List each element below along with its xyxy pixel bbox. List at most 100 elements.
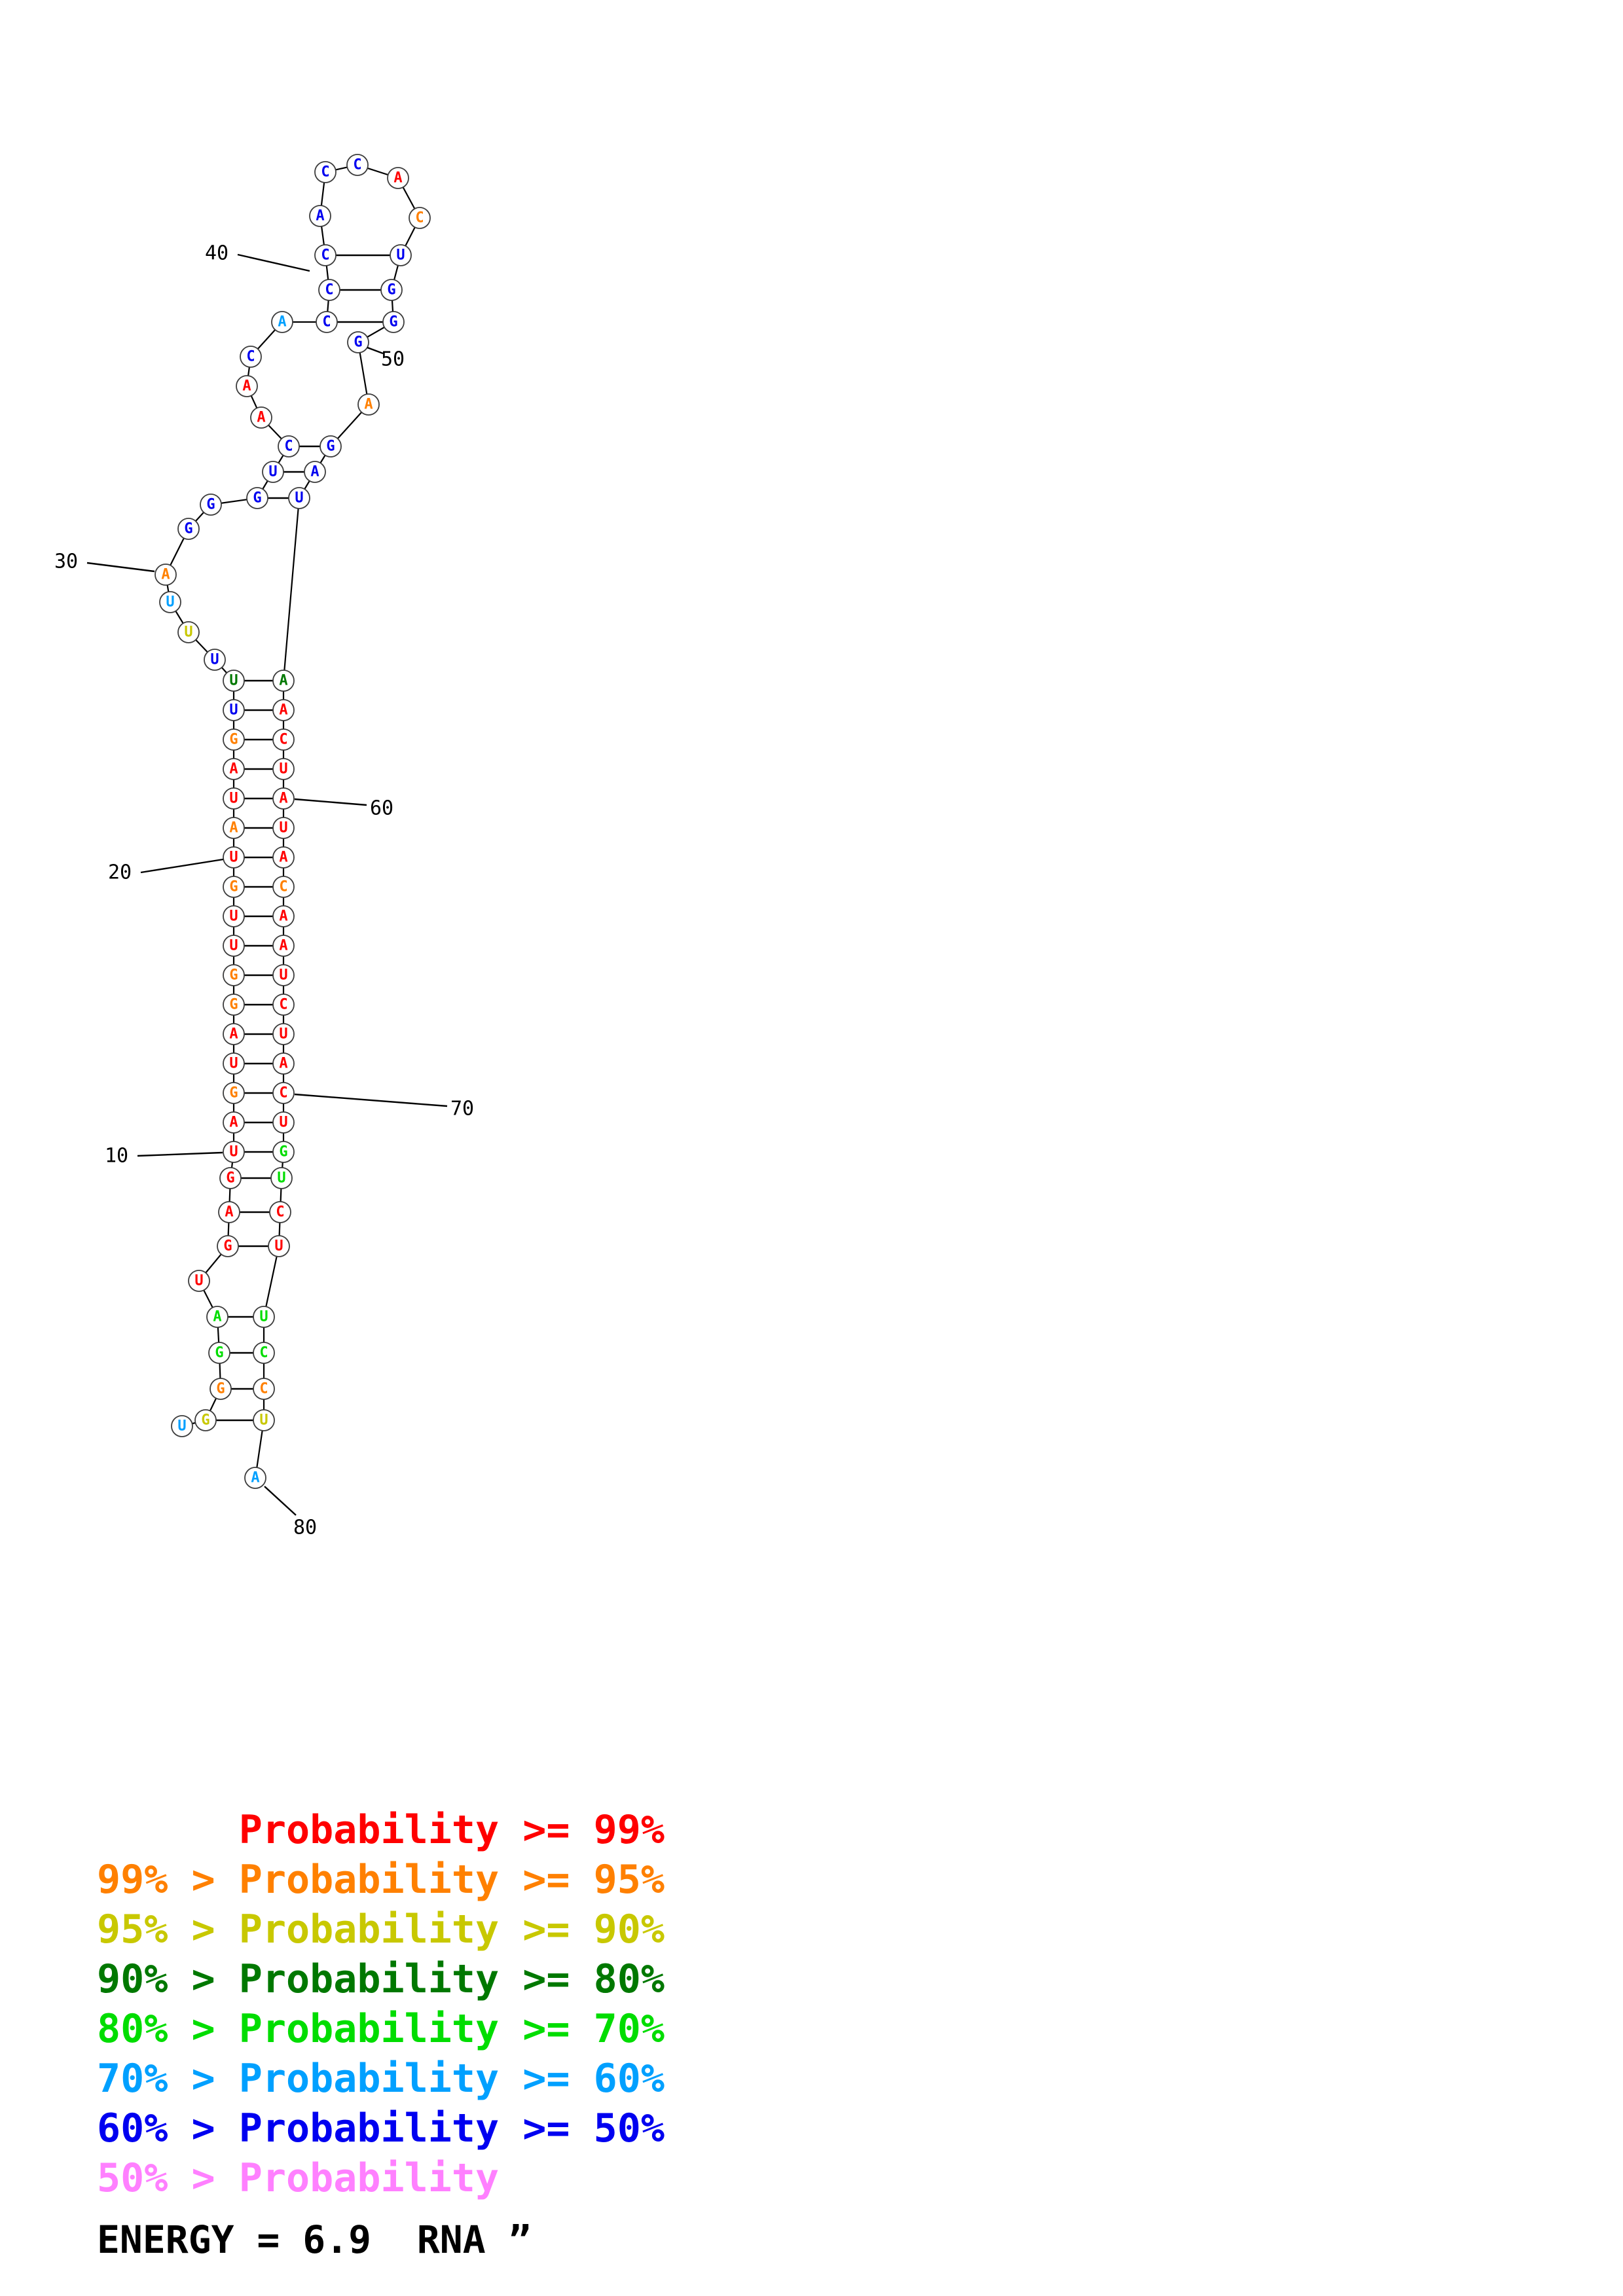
nucleotide-base: C — [279, 1085, 287, 1102]
nucleotide-base: A — [229, 820, 238, 836]
nucleotide-circle — [223, 699, 245, 721]
backbone-segment — [263, 1246, 280, 1318]
nucleotide-circle — [223, 846, 245, 869]
nucleotide-circle — [314, 161, 337, 183]
nucleotide-circle — [262, 461, 284, 483]
nucleotide-base: G — [387, 282, 395, 298]
position-label: 60 — [370, 797, 393, 820]
legend-item: 50% > Probability — [97, 2155, 500, 2201]
nucleotide-base: U — [229, 791, 238, 807]
nucleotide-base: A — [279, 702, 287, 719]
nucleotide-base: C — [322, 314, 331, 331]
nucleotide-circle — [223, 876, 245, 898]
nucleotide-circle — [272, 670, 295, 692]
nucleotide-circle — [268, 1235, 290, 1257]
nucleotide-circle — [159, 591, 181, 613]
nucleotide-base: U — [279, 967, 287, 984]
backbone-segment — [282, 497, 301, 681]
nucleotide-circle — [223, 1023, 245, 1045]
nucleotide-base: A — [242, 378, 251, 395]
nucleotide-circle — [188, 1270, 210, 1292]
nucleotide-base: A — [251, 1470, 259, 1486]
nucleotide-circle — [272, 1052, 295, 1075]
position-label-line — [294, 1093, 448, 1107]
nucleotide-base: G — [229, 1085, 238, 1102]
nucleotide-base: G — [389, 314, 397, 331]
nucleotide-circle — [272, 935, 295, 957]
legend-item: 60% > Probability >= 50% — [97, 2106, 665, 2151]
nucleotide-circle — [204, 649, 226, 671]
nucleotide-circle — [253, 1342, 275, 1364]
nucleotide-base: U — [229, 938, 238, 954]
legend-item: 70% > Probability >= 60% — [97, 2056, 665, 2102]
nucleotide-circle — [219, 1167, 242, 1189]
nucleotide-base: A — [257, 410, 265, 426]
nucleotide-circle — [409, 207, 431, 229]
nucleotide-circle — [194, 1409, 217, 1431]
nucleotide-base: U — [396, 247, 405, 264]
nucleotide-base: A — [225, 1204, 233, 1221]
position-label: 70 — [450, 1098, 474, 1121]
nucleotide-circle — [217, 1235, 239, 1257]
nucleotide-base: C — [279, 879, 287, 895]
nucleotide-circle — [223, 905, 245, 927]
energy-label: ENERGY = 6.9 RNA ” — [97, 2217, 532, 2262]
nucleotide-base: U — [295, 490, 303, 507]
nucleotide-base: A — [279, 1056, 287, 1072]
nucleotide-circle — [177, 518, 200, 540]
nucleotide-circle — [272, 728, 295, 751]
nucleotide-circle — [288, 487, 310, 509]
nucleotide-base: U — [210, 652, 219, 668]
nucleotide-circle — [314, 244, 337, 266]
position-label-line — [86, 562, 155, 573]
nucleotide-circle — [387, 167, 409, 189]
position-label-line — [137, 1151, 223, 1157]
nucleotide-base: U — [229, 673, 238, 689]
nucleotide-circle — [272, 905, 295, 927]
nucleotide-base: C — [321, 164, 329, 181]
nucleotide-circle — [272, 846, 295, 869]
nucleotide-circle — [272, 876, 295, 898]
nucleotide-circle — [253, 1306, 275, 1328]
nucleotide-base: G — [279, 1144, 287, 1160]
nucleotide-circle — [223, 758, 245, 780]
nucleotide-base: A — [213, 1309, 221, 1325]
nucleotide-base: G — [223, 1238, 232, 1255]
nucleotide-circle — [171, 1415, 193, 1437]
nucleotide-circle — [223, 964, 245, 986]
position-label-line — [367, 346, 384, 355]
nucleotide-base: U — [279, 1026, 287, 1043]
nucleotide-base: C — [279, 732, 287, 748]
nucleotide-circle — [223, 728, 245, 751]
nucleotide-base: A — [279, 908, 287, 925]
nucleotide-circle — [272, 1082, 295, 1104]
nucleotide-base: U — [229, 1144, 238, 1160]
nucleotide-base: U — [259, 1412, 268, 1429]
nucleotide-base: C — [321, 247, 329, 264]
nucleotide-base: U — [184, 624, 192, 641]
nucleotide-base: U — [229, 908, 238, 925]
position-label: 20 — [108, 861, 132, 884]
legend-item: 80% > Probability >= 70% — [97, 2006, 665, 2052]
nucleotide-circle — [304, 461, 326, 483]
nucleotide-circle — [208, 1342, 230, 1364]
nucleotide-base: G — [229, 879, 238, 895]
nucleotide-base: U — [259, 1309, 268, 1325]
position-label-line — [237, 253, 310, 272]
nucleotide-circle — [272, 758, 295, 780]
nucleotide-base: C — [259, 1345, 268, 1361]
nucleotide-circle — [223, 817, 245, 839]
nucleotide-circle — [278, 435, 300, 457]
nucleotide-base: C — [246, 349, 255, 365]
legend-item: 99% > Probability >= 95% — [97, 1857, 665, 1903]
nucleotide-base: A — [161, 567, 170, 583]
nucleotide-base: A — [229, 761, 238, 778]
nucleotide-circle — [271, 311, 293, 333]
nucleotide-circle — [223, 1141, 245, 1163]
nucleotide-base: A — [279, 673, 287, 689]
nucleotide-base: U — [177, 1418, 186, 1435]
nucleotide-base: G — [226, 1170, 234, 1187]
nucleotide-circle — [390, 244, 412, 266]
nucleotide-circle — [316, 311, 338, 333]
